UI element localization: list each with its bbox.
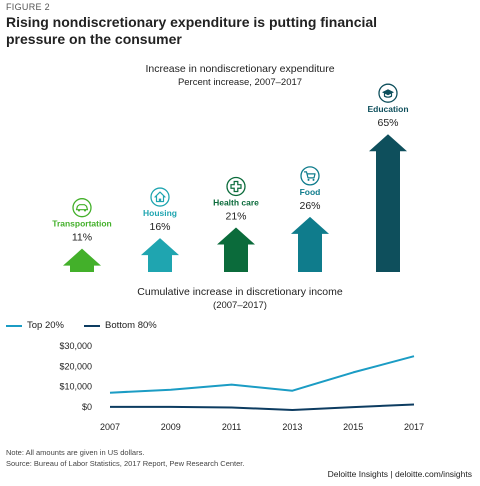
source-text: Source: Bureau of Labor Statistics, 2017… — [6, 459, 245, 468]
arrow-bar-food — [291, 216, 329, 272]
arrow-bar-chart: 11% Transportation 16% Housing 21% Health car… — [52, 83, 409, 272]
x-tick-label: 2007 — [100, 422, 120, 432]
category-label-food: Food — [300, 187, 321, 197]
figure-title: Rising nondiscretionary expenditure is p… — [6, 14, 378, 47]
legend-swatch-top-20 — [6, 324, 22, 327]
value-label-transportation: 11% — [72, 232, 92, 244]
legend-swatch-bottom-80 — [84, 324, 100, 327]
y-tick-label: $20,000 — [59, 361, 92, 371]
line-chart: $30,000 $20,000 $10,000 $0 2007 2009 2011 2013 2… — [59, 341, 424, 432]
series-line-bottom-80 — [110, 403, 415, 411]
category-label-education: Education — [367, 104, 408, 114]
bar-chart-subtitle: Percent increase, 2007–2017 — [177, 77, 303, 88]
x-tick-label: 2017 — [404, 422, 424, 432]
category-label-transportation: Transportation — [52, 219, 112, 229]
legend-label-bottom-80: Bottom 80% — [105, 320, 157, 331]
line-chart-legend: Top 20% Bottom 80% — [0, 320, 480, 334]
arrow-bar-housing — [141, 238, 179, 272]
arrow-bar-health-care — [217, 227, 255, 272]
y-tick-label: $0 — [82, 402, 92, 412]
medical-cross-icon — [226, 176, 246, 197]
arrow-bar-education — [369, 134, 407, 272]
x-tick-label: 2009 — [161, 422, 181, 432]
car-icon — [72, 198, 92, 218]
house-icon — [150, 187, 170, 207]
value-label-health-care: 21% — [225, 210, 246, 222]
legend-item-bottom-80: Bottom 80% — [84, 320, 157, 331]
y-tick-label: $10,000 — [59, 382, 92, 392]
category-label-housing: Housing — [143, 208, 177, 218]
value-label-education: 65% — [377, 117, 398, 129]
x-tick-label: 2013 — [282, 422, 302, 432]
bar-chart-title: Increase in nondiscretionary expenditure — [145, 63, 335, 75]
x-tick-label: 2011 — [222, 422, 241, 432]
value-label-housing: 16% — [149, 221, 170, 233]
arrow-bar-transportation — [63, 248, 101, 272]
legend-item-top-20: Top 20% — [6, 320, 64, 331]
figure-label: FIGURE 2 — [6, 2, 50, 12]
line-chart-subtitle: (2007–2017) — [213, 300, 267, 311]
legend-label-top-20: Top 20% — [27, 320, 64, 331]
line-chart-title: Cumulative increase in discretionary inc… — [137, 286, 343, 298]
cart-icon — [300, 166, 320, 186]
value-label-food: 26% — [299, 200, 320, 212]
footer-credit: Deloitte Insights | deloitte.com/insight… — [327, 469, 472, 479]
x-tick-label: 2015 — [343, 422, 363, 432]
category-label-health-care: Health care — [213, 197, 259, 207]
graduation-cap-icon — [378, 83, 398, 103]
y-tick-label: $30,000 — [59, 341, 92, 351]
series-line-top-20 — [109, 355, 415, 394]
note-text: Note: All amounts are given in US dollar… — [6, 448, 145, 457]
